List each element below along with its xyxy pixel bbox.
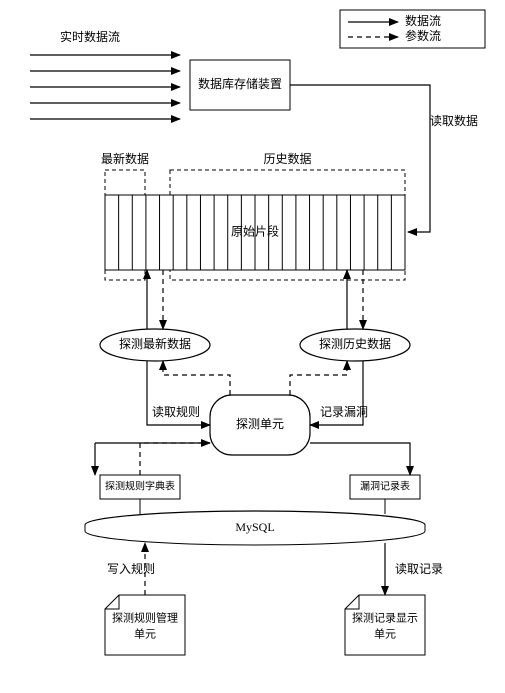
rule-mgr-doc [105,595,185,655]
rule-mgr-line2: 单元 [134,628,156,641]
record-leak-label: 记录漏洞 [320,405,368,419]
rule-mgr-line1: 探测规则管理 [112,611,178,625]
record-display-doc [345,595,425,655]
edge-unit-to-leaktable [310,443,410,475]
rec-disp-line1: 探测记录显示 [352,612,418,625]
edge-unit-to-hist [290,361,347,395]
rule-table-label: 探测规则字典表 [105,479,175,492]
mysql-label: MySQL [235,520,274,534]
edge-ruletable-to-unit [140,443,210,475]
edge-unit-to-latest [163,361,230,395]
leak-table-label: 漏洞记录表 [360,479,410,492]
detect-history-label: 探测历史数据 [319,336,391,351]
rec-disp-line2: 单元 [374,628,396,641]
read-record-label: 读取记录 [395,562,443,576]
detect-unit-label: 探测单元 [236,417,284,431]
storage-label: 数据库存储装置 [198,76,282,91]
read-rule-label: 读取规则 [152,404,200,419]
legend-param-flow: 参数流 [405,28,441,43]
detect-latest-label: 探测最新数据 [119,336,191,351]
realtime-stream-label: 实时数据流 [60,29,120,44]
read-data-label: 读取数据 [430,113,478,128]
history-data-label: 历史数据 [263,151,311,166]
write-rule-label: 写入规则 [107,561,155,576]
legend-data-flow: 数据流 [405,13,441,28]
latest-data-label: 最新数据 [101,151,149,166]
segment-label: 原始片段 [231,223,279,238]
